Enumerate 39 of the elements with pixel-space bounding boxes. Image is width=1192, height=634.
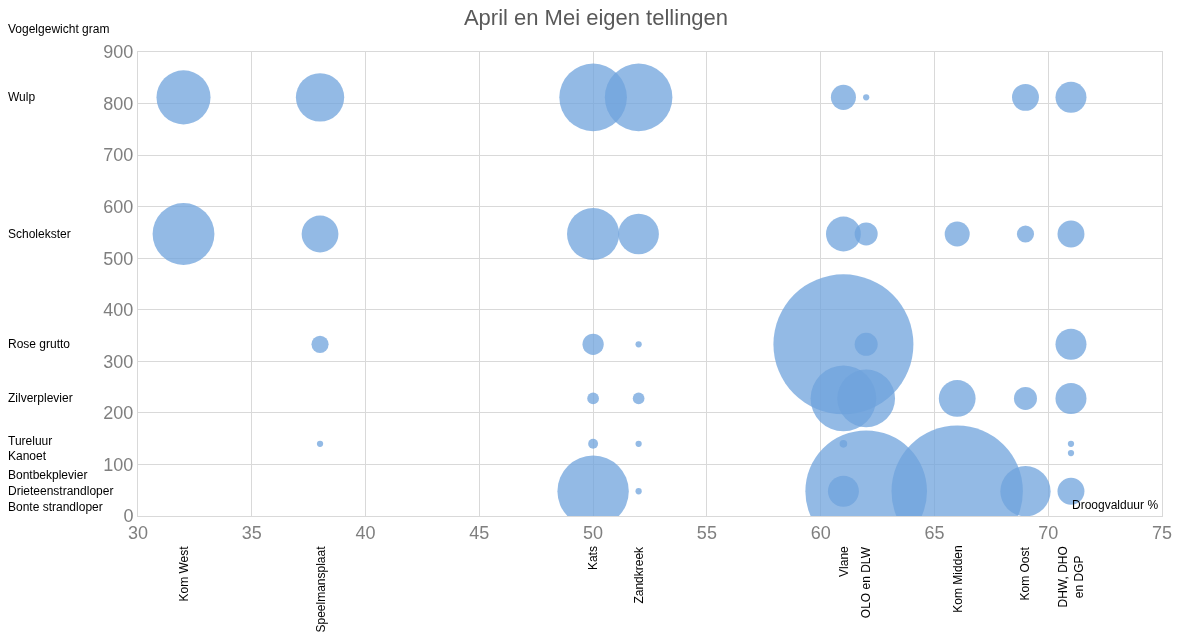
y-tick-label: 800 xyxy=(103,93,134,114)
text: Kom Midden xyxy=(950,545,965,613)
text: Kanoet xyxy=(8,449,47,463)
text: Drieteenstrandloper xyxy=(8,484,114,498)
text: Bonte strandloper xyxy=(8,500,103,514)
y-tick-label: 500 xyxy=(103,248,134,269)
text: Kom Oost xyxy=(1018,546,1033,601)
y-tick-label: 200 xyxy=(103,403,134,424)
x-tick-label: 55 xyxy=(696,522,717,543)
text: Zilverplevier xyxy=(8,391,73,405)
text: Kom West xyxy=(176,545,191,602)
text: Wulp xyxy=(8,90,36,104)
text: Scholekster xyxy=(8,227,71,241)
y-axis-title: Vogelgewicht gram xyxy=(8,22,110,36)
text: Zandkreek xyxy=(631,545,646,604)
y-tick-label: 100 xyxy=(103,454,134,475)
x-tick-label: 65 xyxy=(924,522,945,543)
y-tick-label: 700 xyxy=(103,145,134,166)
y-tick-label: 300 xyxy=(103,351,134,372)
x-tick-label: 70 xyxy=(1038,522,1059,543)
y-tick-label: 400 xyxy=(103,300,134,321)
chart-title: April en Mei eigen tellingen xyxy=(463,4,729,30)
x-tick-label: 75 xyxy=(1151,522,1173,543)
x-tick-label: 50 xyxy=(583,522,604,543)
text: Bontbekplevier xyxy=(8,468,88,482)
text: Kats xyxy=(586,546,601,571)
text: OLO en DLW xyxy=(859,546,874,619)
x-tick-label: 45 xyxy=(469,522,490,543)
y-tick-label: 600 xyxy=(103,196,134,217)
x-tick-label: 35 xyxy=(241,522,262,543)
y-tick-label: 900 xyxy=(103,42,134,63)
x-axis-title: Droogvalduur % xyxy=(1072,498,1159,512)
text: Tureluur xyxy=(8,434,53,448)
text: DHW, DHO en DGP xyxy=(1056,546,1087,608)
x-tick-label: 60 xyxy=(810,522,831,543)
text: Rose grutto xyxy=(8,337,71,351)
x-tick-label: 40 xyxy=(355,522,376,543)
text: Vlane xyxy=(836,545,851,577)
text: Speelmansplaat xyxy=(313,545,328,633)
